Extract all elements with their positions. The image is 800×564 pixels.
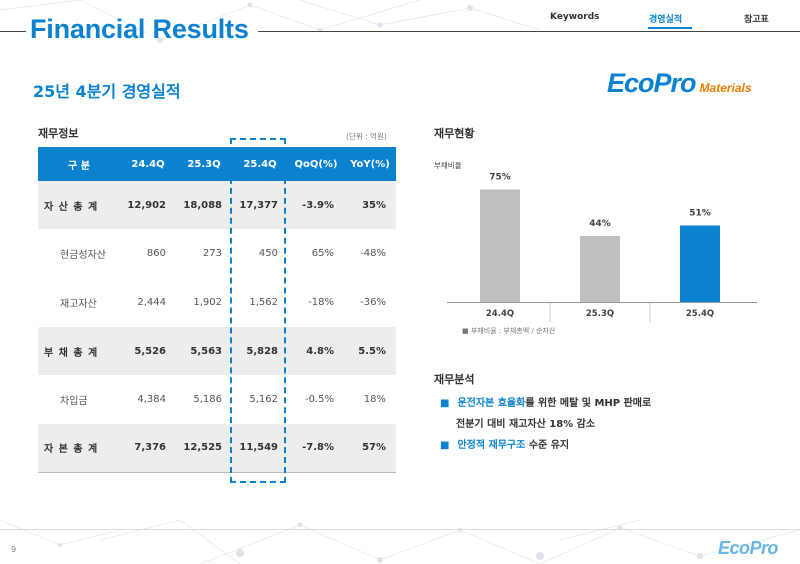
- cell: 2,444: [137, 297, 166, 308]
- bar-24.4Q: [480, 189, 520, 302]
- cell: 18,088: [176, 181, 232, 229]
- analysis-text: 수준 유지: [525, 440, 570, 451]
- cell: 1,562: [249, 297, 278, 308]
- financial-table: 구 분 24.4Q 25.3Q 25.4Q QoQ(%) YoY(%) 자 산 …: [38, 147, 396, 473]
- bar-25.3Q: [580, 236, 620, 302]
- cell: 4.8%: [288, 327, 344, 375]
- nav-financial-results[interactable]: 경영실적: [649, 15, 683, 25]
- row-label: 자 본 총 계: [38, 424, 120, 473]
- x-tick-label: 25.4Q: [686, 309, 714, 319]
- row-label: 재고자산: [60, 299, 97, 310]
- bar-value-label: 44%: [589, 219, 611, 229]
- analysis-list: ■ 운전자본 효율화를 위한 메탈 및 MHP 판매로 전분기 대비 재고자산 1…: [440, 393, 760, 456]
- cell: 273: [202, 248, 222, 259]
- col-header: YoY(%): [344, 147, 396, 181]
- table-row-total-assets: 자 산 총 계 12,902 18,088 17,377 -3.9% 35%: [38, 181, 396, 229]
- cell: -3.9%: [288, 181, 344, 229]
- col-header: 25.3Q: [176, 147, 232, 181]
- cell: -48%: [360, 248, 386, 259]
- cell: -7.8%: [288, 424, 344, 473]
- analysis-item-2: ■ 안정적 재무구조 수준 유지: [440, 435, 760, 456]
- cell: 17,377: [232, 181, 288, 229]
- logo-sub-text: Materials: [699, 81, 752, 95]
- col-header: 24.4Q: [120, 147, 176, 181]
- chart-ylabel: 부채비율: [434, 161, 462, 170]
- logo-main-text: EcoPro: [607, 68, 697, 98]
- debt-ratio-chart: 75% 24.4Q 44% 25.3Q 51% 25.4Q: [480, 173, 720, 322]
- bullet-icon: ■: [440, 440, 450, 451]
- ecopro-materials-logo: EcoPro Materials: [607, 68, 752, 99]
- financial-status-label: 재무현황: [434, 127, 475, 140]
- row-label: 현금성자산: [60, 250, 106, 261]
- cell: 11,549: [232, 424, 288, 473]
- cell: -36%: [360, 297, 386, 308]
- table-row-cash: 현금성자산 860 273 450 65% -48%: [38, 229, 396, 278]
- x-tick-label: 24.4Q: [486, 309, 514, 319]
- bar-25.4Q: [680, 225, 720, 302]
- table-row-total-equity: 자 본 총 계 7,376 12,525 11,549 -7.8% 57%: [38, 424, 396, 473]
- cell: 65%: [311, 248, 334, 259]
- col-header: 구 분: [38, 147, 120, 181]
- cell: 1,902: [193, 297, 222, 308]
- analysis-item-1-line2: 전분기 대비 재고자산 18% 감소: [456, 419, 596, 430]
- cell: 18%: [363, 394, 386, 405]
- cell: 5,526: [120, 327, 176, 375]
- cell: -0.5%: [304, 394, 334, 405]
- cell: 12,525: [176, 424, 232, 473]
- row-label: 차입금: [60, 396, 88, 407]
- cell: 5,186: [193, 394, 222, 405]
- financial-analysis-label: 재무분석: [434, 373, 475, 386]
- row-label: 자 산 총 계: [38, 181, 120, 229]
- chart-legend: ■ 부채비율 : 부채총액 / 순자산: [462, 327, 556, 335]
- col-header: QoQ(%): [288, 147, 344, 181]
- cell: 5,162: [249, 394, 278, 405]
- cell: 5,828: [232, 327, 288, 375]
- title-rule-right: [258, 31, 800, 32]
- analysis-item-1: ■ 운전자본 효율화를 위한 메탈 및 MHP 판매로: [440, 393, 760, 414]
- analysis-highlight: 운전자본 효율화: [457, 398, 526, 409]
- cell: 450: [258, 248, 278, 259]
- bullet-icon: ■: [440, 398, 450, 409]
- financial-info-label: 재무정보: [38, 127, 79, 140]
- title-rule-left: [0, 31, 26, 32]
- x-tick-label: 25.3Q: [586, 309, 614, 319]
- analysis-text: 를 위한 메탈 및 MHP 판매로: [525, 398, 652, 409]
- footer-logo: EcoPro: [718, 538, 779, 558]
- analysis-highlight: 안정적 재무구조: [457, 440, 526, 451]
- cell: -18%: [308, 297, 334, 308]
- nav-active-underline: [648, 27, 692, 29]
- cell: 5.5%: [344, 327, 396, 375]
- page-number: 9: [11, 545, 17, 554]
- col-header: 25.4Q: [232, 147, 288, 181]
- cell: 4,384: [137, 394, 166, 405]
- cell: 5,563: [176, 327, 232, 375]
- cell: 860: [146, 248, 166, 259]
- nav-keywords[interactable]: Keywords: [550, 12, 600, 22]
- table-row-borrowings: 차입금 4,384 5,186 5,162 -0.5% 18%: [38, 375, 396, 424]
- footer-rule: [0, 529, 800, 530]
- cell: 7,376: [120, 424, 176, 473]
- bar-value-label: 51%: [689, 209, 711, 219]
- nav-appendix[interactable]: 참고표: [744, 15, 769, 25]
- row-label: 부 채 총 계: [38, 327, 120, 375]
- chart-x-axis: [447, 302, 757, 303]
- table-row-total-liabilities: 부 채 총 계 5,526 5,563 5,828 4.8% 5.5%: [38, 327, 396, 375]
- cell: 57%: [344, 424, 396, 473]
- cell: 12,902: [120, 181, 176, 229]
- table-header-row: 구 분 24.4Q 25.3Q 25.4Q QoQ(%) YoY(%): [38, 147, 396, 181]
- unit-label: (단위 : 억원): [346, 132, 387, 141]
- bar-value-label: 75%: [489, 173, 511, 183]
- cell: 35%: [344, 181, 396, 229]
- section-subtitle: 25년 4분기 경영실적: [33, 82, 181, 101]
- page-title: Financial Results: [30, 14, 249, 44]
- table-row-inventory: 재고자산 2,444 1,902 1,562 -18% -36%: [38, 278, 396, 327]
